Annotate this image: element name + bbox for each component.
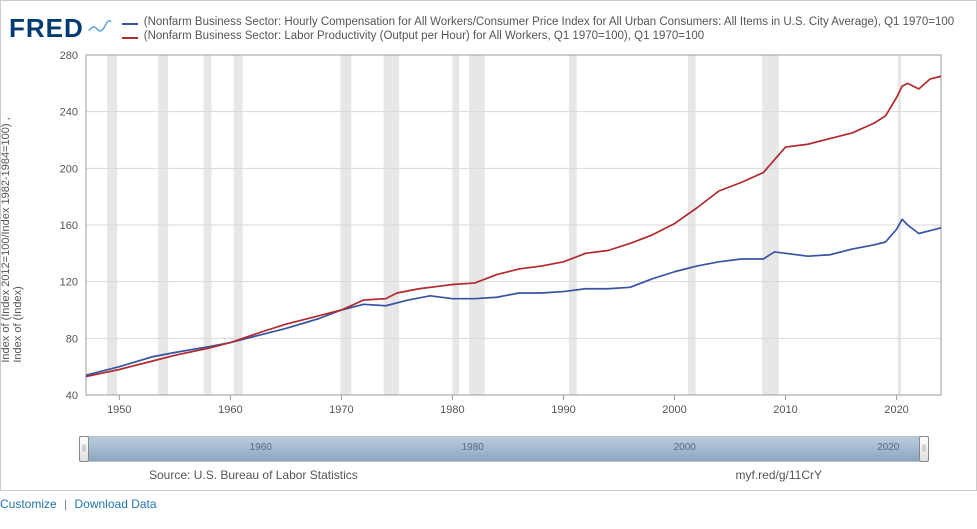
fred-logo[interactable]: FRED (9, 13, 112, 44)
range-tick-label: 1960 (250, 442, 272, 453)
svg-text:200: 200 (59, 163, 77, 175)
range-tick-label: 2020 (877, 442, 899, 453)
svg-text:2010: 2010 (773, 404, 797, 416)
legend-swatch-red (122, 37, 138, 39)
svg-text:1980: 1980 (440, 404, 464, 416)
range-fill (80, 437, 928, 461)
range-handle-left[interactable]: || (79, 436, 89, 462)
legend-label: (Nonfarm Business Sector: Hourly Compens… (144, 16, 954, 28)
chart-plot-area[interactable]: Index of (Index 2012=100/Index 1982-1984… (16, 50, 956, 430)
chart-legend: (Nonfarm Business Sector: Hourly Compens… (122, 13, 954, 42)
svg-text:160: 160 (59, 220, 77, 232)
logo-text: FRED (9, 13, 84, 44)
legend-item-productivity[interactable]: (Nonfarm Business Sector: Labor Producti… (122, 30, 954, 42)
fred-chart-container: FRED (Nonfarm Business Sector: Hourly Co… (0, 0, 977, 491)
link-separator: | (64, 497, 67, 511)
svg-text:1950: 1950 (107, 404, 131, 416)
legend-swatch-blue (122, 23, 138, 25)
chart-svg: 40 80 120 160 200 240 280 1950 1960 1970 1980 1990 2… (16, 50, 956, 430)
time-range-slider[interactable]: || || 1960 1980 2000 2020 (79, 436, 929, 462)
svg-text:1970: 1970 (329, 404, 353, 416)
svg-text:1990: 1990 (551, 404, 575, 416)
svg-text:1960: 1960 (218, 404, 242, 416)
svg-text:2000: 2000 (662, 404, 686, 416)
download-data-link[interactable]: Download Data (75, 497, 157, 511)
y-axis-label: Index of (Index 2012=100/Index 1982-1984… (0, 117, 24, 362)
action-links: Customize | Download Data (0, 497, 977, 511)
svg-text:80: 80 (65, 333, 77, 345)
customize-link[interactable]: Customize (0, 497, 57, 511)
chart-header: FRED (Nonfarm Business Sector: Hourly Co… (9, 13, 962, 44)
source-label: Source: U.S. Bureau of Labor Statistics (149, 468, 358, 482)
svg-text:280: 280 (59, 50, 77, 62)
svg-text:120: 120 (59, 277, 77, 289)
svg-text:40: 40 (65, 390, 77, 402)
legend-item-compensation[interactable]: (Nonfarm Business Sector: Hourly Compens… (122, 16, 954, 28)
logo-wave-icon (88, 18, 112, 39)
share-url-label: myf.red/g/11CrY (736, 468, 822, 482)
chart-footer: Source: U.S. Bureau of Labor Statistics … (149, 468, 942, 482)
range-tick-label: 1980 (462, 442, 484, 453)
range-handle-right[interactable]: || (919, 436, 929, 462)
range-tick-label: 2000 (674, 442, 696, 453)
legend-label: (Nonfarm Business Sector: Labor Producti… (144, 30, 704, 42)
svg-text:2020: 2020 (884, 404, 908, 416)
svg-text:240: 240 (59, 107, 77, 119)
